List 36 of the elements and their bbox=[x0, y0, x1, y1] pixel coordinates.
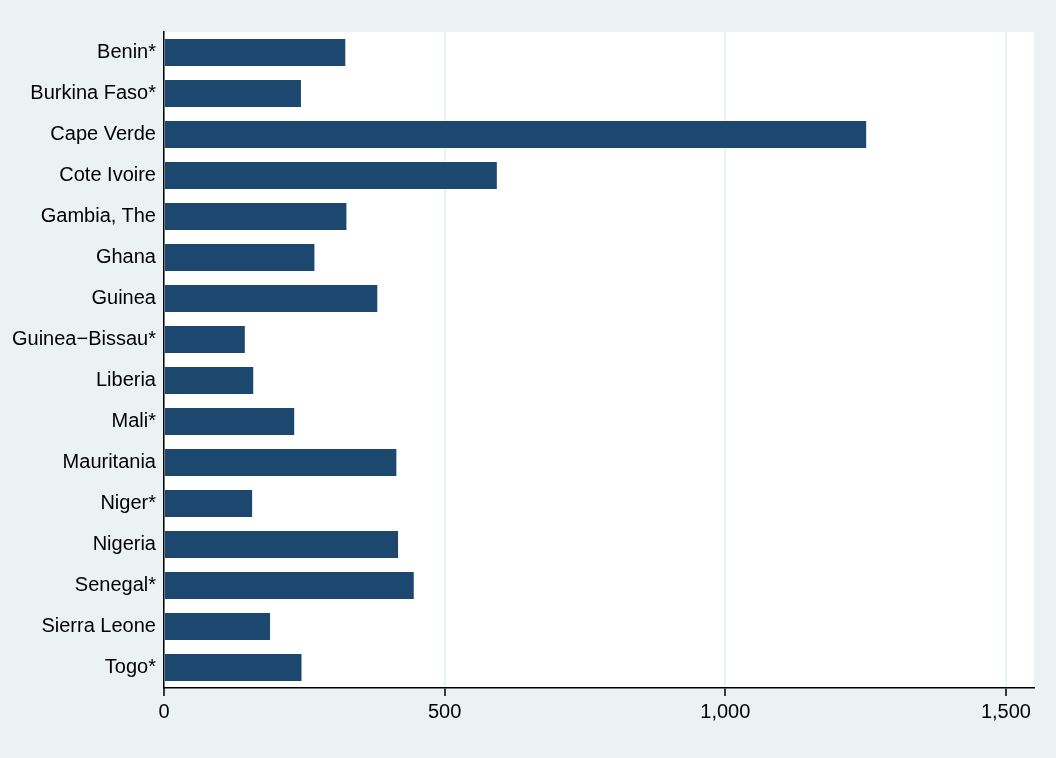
bar bbox=[164, 161, 497, 190]
y-tick-label: Niger* bbox=[100, 491, 157, 514]
y-tick-label: Benin* bbox=[97, 40, 157, 63]
x-tick-label: 1,500 bbox=[980, 699, 1031, 722]
y-tick-label: Sierra Leone bbox=[41, 614, 156, 637]
bar bbox=[164, 366, 254, 395]
y-tick-label: Guinea−Bissau* bbox=[12, 327, 157, 350]
y-tick-label: Cape Verde bbox=[50, 122, 156, 145]
bar bbox=[164, 202, 347, 231]
bar bbox=[164, 489, 253, 518]
bar bbox=[164, 407, 295, 436]
y-tick-label: Mauritania bbox=[62, 450, 157, 473]
y-tick-label: Togo* bbox=[104, 655, 157, 678]
x-tick-label: 1,000 bbox=[700, 699, 751, 722]
x-tick-label: 0 bbox=[158, 699, 170, 722]
bar bbox=[164, 448, 397, 477]
bar bbox=[164, 120, 867, 149]
bar bbox=[164, 79, 301, 108]
y-tick-label: Gambia, The bbox=[40, 204, 156, 227]
bar bbox=[164, 284, 378, 313]
y-tick-label: Mali* bbox=[111, 409, 157, 432]
bar bbox=[164, 612, 271, 641]
y-tick-label: Guinea bbox=[91, 286, 157, 309]
bar bbox=[164, 325, 245, 354]
y-tick-label: Senegal* bbox=[74, 573, 157, 596]
y-tick-label: Cote Ivoire bbox=[59, 163, 156, 186]
bar bbox=[164, 530, 399, 559]
y-tick-label: Nigeria bbox=[92, 532, 157, 555]
bar bbox=[164, 571, 414, 600]
x-tick-label: 500 bbox=[427, 699, 462, 722]
y-tick-label: Liberia bbox=[95, 368, 157, 391]
bar bbox=[164, 653, 302, 682]
y-tick-label: Burkina Faso* bbox=[30, 81, 157, 104]
bar bbox=[164, 38, 346, 67]
bar bbox=[164, 243, 315, 272]
y-tick-label: Ghana bbox=[95, 245, 157, 268]
